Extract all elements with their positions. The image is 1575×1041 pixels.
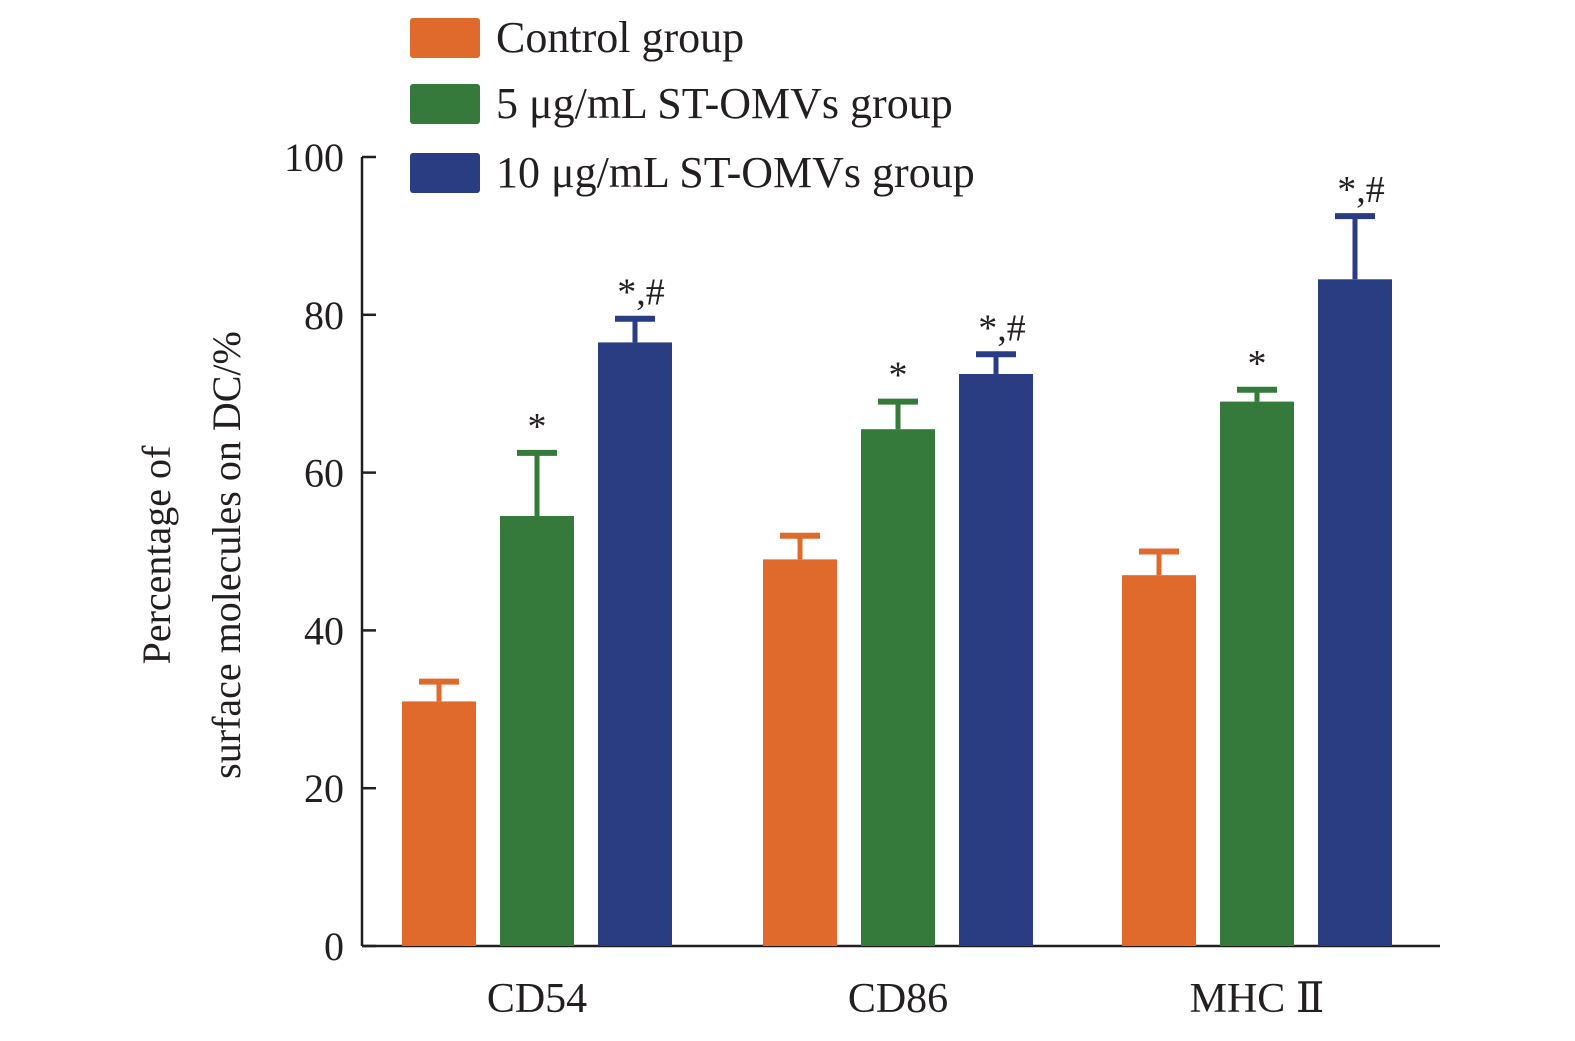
legend-label: 5 μg/mL ST-OMVs group (496, 79, 953, 128)
bar (1220, 401, 1294, 947)
bar (500, 515, 574, 946)
significance-label: *,# (1337, 169, 1385, 211)
bar (763, 559, 837, 946)
y-tick-label: 0 (324, 924, 344, 969)
bar (402, 701, 476, 946)
bar (861, 429, 935, 947)
bar (959, 373, 1033, 947)
y-tick-label: 40 (304, 608, 344, 653)
bar (598, 342, 672, 946)
legend-swatch (410, 18, 480, 58)
x-tick-label: CD54 (487, 976, 587, 1022)
significance-label: *,# (978, 307, 1026, 349)
y-tick-label: 20 (304, 766, 344, 811)
legend-swatch (410, 153, 480, 193)
y-axis-label-line-2: surface molecules on DC/% (204, 331, 249, 779)
y-tick-label: 60 (304, 451, 344, 496)
x-tick-label: MHC Ⅱ (1190, 976, 1325, 1022)
bar (1318, 279, 1392, 946)
significance-label: * (889, 355, 908, 397)
y-axis-label-line-1: Percentage of (134, 445, 179, 664)
legend-label: Control group (496, 13, 744, 62)
significance-label: * (1248, 343, 1267, 385)
legend-swatch (410, 84, 480, 124)
x-tick-label: CD86 (848, 976, 948, 1022)
legend: Control group 5 μg/mL ST-OMVs group 10 μg/… (410, 13, 975, 197)
significance-label: *,# (617, 272, 665, 314)
significance-label: * (528, 406, 547, 448)
bar (1122, 575, 1196, 946)
legend-label: 10 μg/mL ST-OMVs group (496, 148, 975, 197)
y-axis: 0 20 40 60 80 100 (284, 135, 376, 969)
bars: * * * *,# *,# *,# (402, 169, 1392, 947)
y-tick-label: 100 (284, 135, 344, 180)
y-tick-label: 80 (304, 293, 344, 338)
x-axis: CD54 CD86 MHC Ⅱ (362, 944, 1440, 1022)
